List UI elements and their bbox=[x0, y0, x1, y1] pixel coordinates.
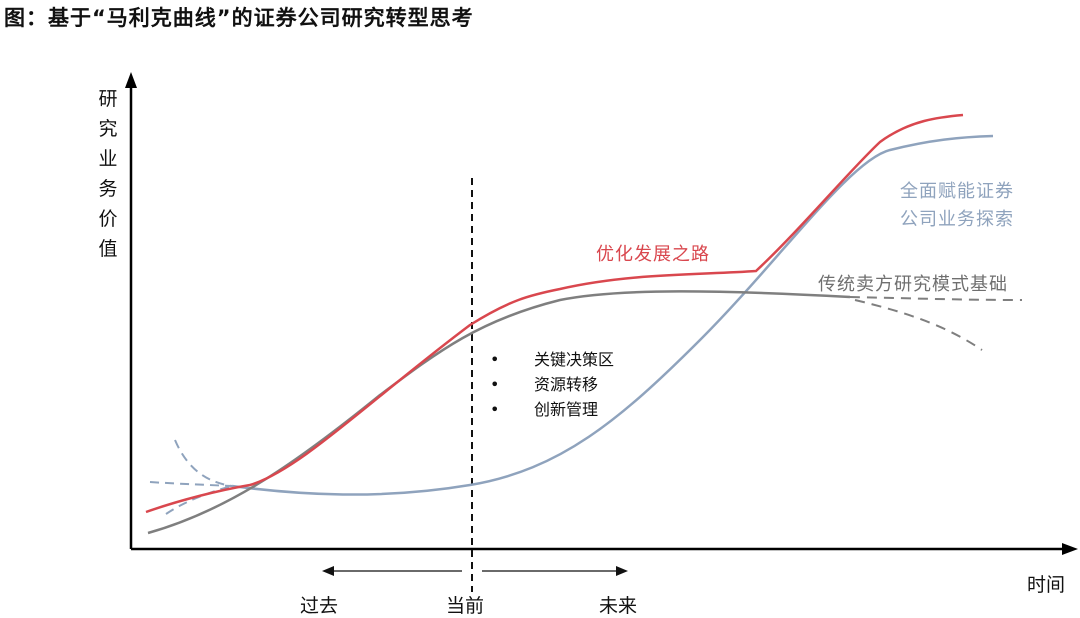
traditional-decline-dash-1 bbox=[849, 296, 1023, 301]
label-traditional-research: 传统卖方研究模式基础 bbox=[818, 274, 1008, 295]
key-zone-text: 关键决策区 bbox=[534, 350, 615, 369]
bullet-dot: • bbox=[490, 350, 500, 369]
timeline-past-label: 过去 bbox=[300, 595, 339, 617]
label-optimized-path: 优化发展之路 bbox=[596, 244, 710, 265]
key-zone-text: 创新管理 bbox=[534, 400, 599, 419]
future-arrow-head bbox=[616, 566, 628, 576]
figure-title: 图：基于“马利克曲线”的证券公司研究转型思考 bbox=[4, 6, 474, 30]
label-empowerment-exploration-line1: 全面赋能证券 bbox=[900, 181, 1014, 202]
traditional-decline-dash-2 bbox=[854, 299, 983, 351]
exploration-dash-stub-1 bbox=[174, 439, 233, 487]
x-axis-label: 时间 bbox=[1027, 574, 1066, 596]
exploration-dash-stub-2 bbox=[149, 481, 233, 487]
timeline-future-label: 未来 bbox=[599, 595, 638, 617]
exploration-dash-stub-3 bbox=[165, 485, 233, 515]
key-zone-text: 资源转移 bbox=[534, 375, 599, 394]
label-empowerment-exploration-line2: 公司业务探索 bbox=[900, 209, 1014, 230]
key-zone-list: • 关键决策区 • 资源转移 • 创新管理 bbox=[488, 347, 614, 422]
curve-empowerment-exploration bbox=[231, 134, 994, 496]
bullet-dot: • bbox=[490, 400, 500, 419]
past-arrow-head bbox=[322, 566, 334, 576]
x-axis-arrow bbox=[1062, 543, 1078, 555]
key-zone-item: • 关键决策区 bbox=[488, 347, 614, 372]
y-axis-label: 研究业务价值 bbox=[98, 88, 118, 260]
y-axis-arrow bbox=[125, 72, 137, 88]
bullet-dot: • bbox=[490, 375, 500, 394]
curve-optimized-path bbox=[145, 113, 964, 514]
key-zone-item: • 资源转移 bbox=[488, 372, 614, 397]
key-zone-item: • 创新管理 bbox=[488, 397, 614, 422]
timeline-present-label: 当前 bbox=[446, 595, 485, 617]
